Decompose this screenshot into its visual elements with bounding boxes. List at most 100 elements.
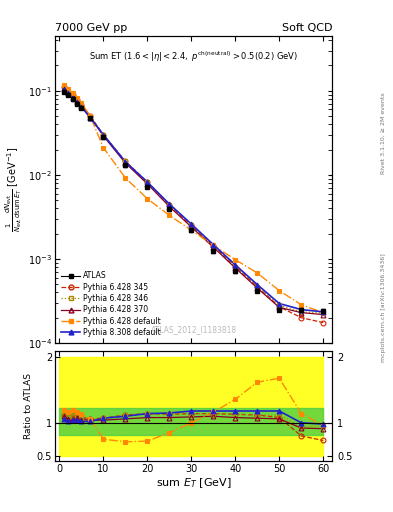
Pythia 6.428 default	[299, 302, 304, 308]
Pythia 6.428 370	[75, 98, 79, 104]
Pythia 6.428 346	[88, 113, 93, 119]
Pythia 6.428 345	[255, 284, 260, 290]
Pythia 6.428 default	[79, 100, 84, 106]
Pythia 8.308 default	[61, 86, 66, 92]
Text: Sum ET $(1.6 < |\eta| < 2.4,\ p^{\mathrm{ch(neutral)}} > 0.5(0.2)\ \mathrm{GeV}): Sum ET $(1.6 < |\eta| < 2.4,\ p^{\mathrm…	[89, 50, 298, 64]
Pythia 6.428 default	[167, 212, 172, 219]
Y-axis label: Ratio to ATLAS: Ratio to ATLAS	[24, 373, 33, 439]
Pythia 6.428 default	[211, 242, 216, 248]
Y-axis label: $\frac{1}{N_\mathrm{evt}}\frac{dN_\mathrm{evt}}{d\mathrm{sum}\,E_T}\ [\mathrm{Ge: $\frac{1}{N_\mathrm{evt}}\frac{dN_\mathr…	[3, 147, 24, 232]
Pythia 8.308 default	[233, 262, 238, 268]
Pythia 8.308 default	[75, 99, 79, 105]
Pythia 6.428 370	[233, 265, 238, 271]
Pythia 6.428 346	[70, 92, 75, 98]
Pythia 8.308 default	[145, 179, 150, 185]
Pythia 6.428 345	[299, 315, 304, 321]
Pythia 6.428 346	[167, 202, 172, 208]
Pythia 6.428 345	[277, 304, 282, 310]
Pythia 6.428 346	[66, 89, 71, 95]
Pythia 6.428 346	[79, 102, 84, 108]
Pythia 6.428 default	[123, 175, 128, 181]
Pythia 6.428 370	[101, 133, 106, 139]
Pythia 8.308 default	[321, 309, 326, 315]
Pythia 6.428 default	[321, 310, 326, 316]
Text: mcplots.cern.ch [arXiv:1306.3436]: mcplots.cern.ch [arXiv:1306.3436]	[381, 253, 386, 361]
Pythia 6.428 default	[101, 145, 106, 151]
Pythia 8.308 default	[189, 221, 194, 227]
Pythia 6.428 345	[75, 97, 79, 103]
Line: Pythia 6.428 345: Pythia 6.428 345	[61, 85, 326, 325]
Pythia 6.428 345	[233, 264, 238, 270]
Pythia 6.428 346	[211, 243, 216, 249]
Pythia 6.428 345	[79, 102, 84, 108]
Pythia 6.428 345	[66, 89, 71, 95]
Pythia 6.428 default	[75, 95, 79, 101]
Pythia 6.428 346	[255, 284, 260, 290]
Pythia 6.428 346	[75, 97, 79, 103]
Line: Pythia 6.428 370: Pythia 6.428 370	[61, 86, 326, 317]
Pythia 6.428 370	[61, 85, 66, 91]
Pythia 6.428 default	[70, 90, 75, 96]
Pythia 6.428 345	[145, 179, 150, 185]
Pythia 6.428 346	[321, 310, 326, 316]
Text: Rivet 3.1.10, ≥ 2M events: Rivet 3.1.10, ≥ 2M events	[381, 92, 386, 174]
Pythia 6.428 370	[189, 224, 194, 230]
Line: Pythia 6.428 default: Pythia 6.428 default	[61, 82, 326, 315]
Pythia 6.428 346	[277, 303, 282, 309]
Pythia 6.428 370	[79, 103, 84, 109]
Pythia 6.428 370	[66, 90, 71, 96]
Pythia 6.428 345	[321, 319, 326, 326]
Pythia 8.308 default	[79, 104, 84, 110]
Text: ATLAS_2012_I1183818: ATLAS_2012_I1183818	[151, 325, 237, 334]
Pythia 6.428 370	[88, 114, 93, 120]
Text: 7000 GeV pp: 7000 GeV pp	[55, 23, 127, 33]
Pythia 6.428 346	[233, 264, 238, 270]
Pythia 8.308 default	[123, 159, 128, 165]
Pythia 6.428 345	[101, 132, 106, 138]
Pythia 8.308 default	[70, 95, 75, 101]
Pythia 6.428 default	[88, 113, 93, 119]
Pythia 8.308 default	[101, 132, 106, 138]
Text: Soft QCD: Soft QCD	[282, 23, 332, 33]
Pythia 6.428 default	[255, 270, 260, 276]
Legend: ATLAS, Pythia 6.428 345, Pythia 6.428 346, Pythia 6.428 370, Pythia 6.428 defaul: ATLAS, Pythia 6.428 345, Pythia 6.428 34…	[59, 269, 163, 339]
Line: Pythia 8.308 default: Pythia 8.308 default	[61, 87, 326, 314]
Pythia 6.428 346	[145, 179, 150, 185]
Line: Pythia 6.428 346: Pythia 6.428 346	[61, 85, 326, 315]
Pythia 6.428 default	[189, 227, 194, 233]
Pythia 6.428 370	[255, 285, 260, 291]
Pythia 8.308 default	[211, 242, 216, 248]
Pythia 8.308 default	[299, 307, 304, 313]
Pythia 6.428 370	[70, 94, 75, 100]
Pythia 6.428 345	[123, 158, 128, 164]
Pythia 6.428 370	[167, 203, 172, 209]
Pythia 6.428 345	[167, 202, 172, 208]
Pythia 6.428 346	[61, 84, 66, 90]
X-axis label: sum $E_T$ [GeV]: sum $E_T$ [GeV]	[156, 476, 231, 490]
Pythia 6.428 345	[70, 92, 75, 98]
Pythia 6.428 345	[88, 113, 93, 119]
Pythia 6.428 default	[277, 288, 282, 294]
Pythia 8.308 default	[88, 115, 93, 121]
Pythia 8.308 default	[255, 282, 260, 288]
Pythia 6.428 346	[299, 309, 304, 315]
Pythia 6.428 default	[145, 196, 150, 202]
Pythia 6.428 345	[211, 243, 216, 249]
Pythia 8.308 default	[167, 201, 172, 207]
Pythia 6.428 370	[277, 304, 282, 310]
Pythia 8.308 default	[277, 301, 282, 307]
Pythia 6.428 370	[123, 160, 128, 166]
Pythia 6.428 346	[101, 132, 106, 138]
Pythia 6.428 default	[61, 81, 66, 88]
Pythia 6.428 345	[61, 84, 66, 90]
Pythia 6.428 370	[211, 244, 216, 250]
Pythia 6.428 346	[189, 222, 194, 228]
Pythia 6.428 default	[233, 257, 238, 263]
Pythia 6.428 370	[299, 310, 304, 316]
Pythia 6.428 345	[189, 222, 194, 228]
Pythia 6.428 370	[145, 181, 150, 187]
Pythia 6.428 default	[66, 86, 71, 92]
Pythia 6.428 370	[321, 311, 326, 317]
Pythia 6.428 346	[123, 158, 128, 164]
Pythia 8.308 default	[66, 90, 71, 96]
